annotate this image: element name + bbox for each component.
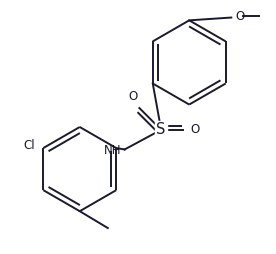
Text: O: O xyxy=(128,90,138,103)
Text: S: S xyxy=(156,122,166,137)
Text: O: O xyxy=(191,123,200,136)
Text: O: O xyxy=(235,10,245,23)
Text: NH: NH xyxy=(104,144,122,157)
Text: Cl: Cl xyxy=(23,139,35,152)
